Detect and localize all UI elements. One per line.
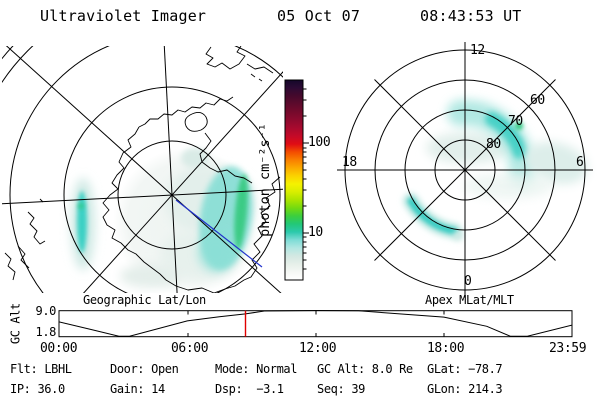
xtick-1200: 12:00 [299,341,337,356]
mlat-label-80: 80 [486,137,501,152]
mlt-label-6: 6 [576,155,584,170]
status-gain-label: Gain: [110,382,145,396]
status-glon: GLon: 214.3 [427,382,503,396]
colorbar-units-label: photon cm⁻²s⁻¹ [257,123,273,237]
status-glon-value: 214.3 [468,382,503,396]
colorbar-graphic: photon cm⁻²s⁻¹ [257,79,309,281]
status-flt-value: LBHL [44,362,72,376]
xtick-1800: 18:00 [427,341,465,356]
status-seq-label: Seq: [317,382,345,396]
coastline [4,46,281,293]
status-mode-value: Normal [256,362,298,376]
xtick-2359: 23:59 [549,341,587,356]
status-gcalt: GC Alt: 8.0 Re [317,362,413,376]
apex-grid [337,42,593,298]
status-flt-label: Flt: [10,362,38,376]
mlat-label-60: 60 [530,93,545,108]
date-label: 05 Oct 07 [277,7,361,25]
status-ip-label: IP: [10,382,31,396]
gc-alt-curve [59,310,572,337]
status-glat-label: GLat: [427,362,462,376]
status-gain: Gain: 14 [110,382,165,396]
apex-polar-plot [337,42,593,298]
status-door-label: Door: [110,362,145,376]
status-glon-label: GLon: [427,382,462,396]
status-dsp-label: Dsp: [215,382,243,396]
status-ip: IP: 36.0 [10,382,65,396]
status-dsp: Dsp: −3.1 [215,382,284,396]
geographic-graticule [2,46,283,293]
time-label: 08:43:53 UT [420,7,522,25]
status-mode-label: Mode: [215,362,250,376]
mlt-label-0: 0 [464,274,472,289]
status-gcalt-value: 8.0 Re [371,362,413,376]
geographic-aurora-image [71,148,261,293]
mlt-label-12: 12 [470,43,485,58]
instrument-title: Ultraviolet Imager [40,7,207,25]
status-door-value: Open [151,362,179,376]
spacecraft-track-line [175,199,263,268]
status-gain-value: 14 [151,382,165,396]
status-glat: GLat: −78.7 [427,362,503,376]
status-dsp-value: −3.1 [256,382,284,396]
status-mode: Mode: Normal [215,362,298,376]
colorbar-ticks [303,88,309,270]
mlat-label-70: 70 [508,114,523,129]
ytick-9: 9.0 [35,304,57,318]
strip-ticks [187,310,445,337]
geographic-map [2,46,283,293]
status-seq: Seq: 39 [317,382,365,396]
xtick-0000: 00:00 [40,341,78,356]
apex-aurora-image [403,99,588,241]
gc-alt-axis-label: GC Alt [8,303,23,345]
status-door: Door: Open [110,362,179,376]
right-plot-title: Apex MLat/MLT [425,293,514,307]
status-gcalt-label: GC Alt: [317,362,365,376]
xtick-0600: 06:00 [171,341,209,356]
status-flt: Flt: LBHL [10,362,72,376]
gc-alt-strip-chart [58,310,573,338]
colorbar-tick-10: 10 [308,225,323,240]
mlt-label-18: 18 [342,155,357,170]
ytick-1-8: 1.8 [35,325,57,339]
status-seq-value: 39 [351,382,365,396]
colorbar-tick-100: 100 [308,135,331,150]
left-plot-title: Geographic Lat/Lon [83,293,206,307]
status-glat-value: −78.7 [468,362,503,376]
status-ip-value: 36.0 [37,382,65,396]
